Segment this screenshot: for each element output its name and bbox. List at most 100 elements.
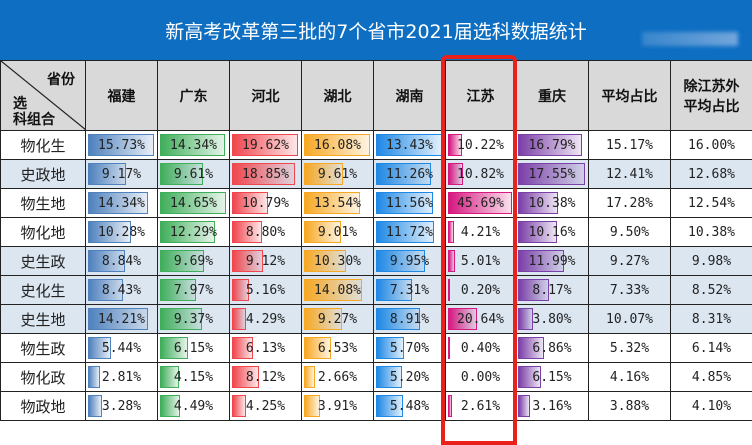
value-cell: 8.43%: [86, 276, 158, 305]
value-text: 6.14%: [692, 341, 731, 356]
value-text: 10.79%: [242, 196, 289, 211]
value-cell: 12.54%: [671, 189, 752, 218]
value-cell: 4.85%: [671, 363, 752, 392]
corner-province-label: 省份: [47, 69, 75, 89]
value-cell: 2.81%: [86, 363, 158, 392]
value-cell: 4.29%: [230, 305, 302, 334]
value-cell: 10.82%: [446, 160, 516, 189]
value-text: 14.21%: [98, 312, 145, 327]
value-cell: 3.88%: [589, 392, 671, 421]
value-text: 0.40%: [461, 341, 500, 356]
value-cell: 0.40%: [446, 334, 516, 363]
value-cell: 0.00%: [446, 363, 516, 392]
value-cell: 7.97%: [158, 276, 230, 305]
value-cell: 16.79%: [516, 131, 589, 160]
value-cell: 45.69%: [446, 189, 516, 218]
value-text: 9.95%: [390, 254, 429, 269]
value-text: 12.29%: [170, 225, 217, 240]
value-cell: 5.16%: [230, 276, 302, 305]
value-text: 5.48%: [390, 399, 429, 414]
title-text: 新高考改革第三批的7个省市2021届选科数据统计: [165, 17, 586, 44]
value-text: 9.61%: [318, 167, 357, 182]
value-cell: 8.80%: [230, 218, 302, 247]
value-cell: 19.62%: [230, 131, 302, 160]
column-header: 平均占比: [589, 61, 671, 131]
value-text: 2.81%: [102, 370, 141, 385]
value-cell: 18.85%: [230, 160, 302, 189]
value-cell: 5.70%: [374, 334, 446, 363]
value-cell: 9.17%: [86, 160, 158, 189]
value-text: 9.27%: [318, 312, 357, 327]
value-cell: 0.20%: [446, 276, 516, 305]
value-text: 8.17%: [532, 283, 571, 298]
value-cell: 9.37%: [158, 305, 230, 334]
data-bar: [88, 395, 102, 417]
value-cell: 12.29%: [158, 218, 230, 247]
value-text: 8.91%: [390, 312, 429, 327]
value-text: 4.10%: [692, 399, 731, 414]
value-text: 4.29%: [246, 312, 285, 327]
table-title: 新高考改革第三批的7个省市2021届选科数据统计: [0, 0, 752, 60]
data-bar: [448, 395, 452, 417]
value-cell: 15.17%: [589, 131, 671, 160]
column-header: 湖北: [302, 61, 374, 131]
row-label: 史生地: [1, 305, 86, 334]
value-text: 5.01%: [461, 254, 500, 269]
value-cell: 11.99%: [516, 247, 589, 276]
data-bar: [448, 250, 455, 272]
value-text: 7.97%: [174, 283, 213, 298]
value-cell: 9.98%: [671, 247, 752, 276]
corner-subject-label-2: 科组合: [13, 109, 55, 129]
data-bar: [518, 395, 530, 417]
value-text: 9.27%: [610, 254, 649, 269]
value-text: 4.21%: [461, 225, 500, 240]
value-cell: 10.79%: [230, 189, 302, 218]
value-text: 17.55%: [529, 167, 576, 182]
value-text: 12.41%: [606, 167, 653, 182]
value-text: 16.08%: [314, 138, 361, 153]
value-text: 14.65%: [170, 196, 217, 211]
value-text: 17.28%: [606, 196, 653, 211]
value-cell: 3.28%: [86, 392, 158, 421]
value-cell: 8.12%: [230, 363, 302, 392]
value-text: 0.20%: [461, 283, 500, 298]
value-cell: 6.86%: [516, 334, 589, 363]
value-cell: 12.68%: [671, 160, 752, 189]
value-cell: 9.61%: [158, 160, 230, 189]
value-text: 6.86%: [532, 341, 571, 356]
value-text: 8.84%: [102, 254, 141, 269]
value-cell: 4.16%: [589, 363, 671, 392]
value-text: 19.62%: [242, 138, 289, 153]
value-text: 4.25%: [246, 399, 285, 414]
value-cell: 4.25%: [230, 392, 302, 421]
value-text: 8.12%: [246, 370, 285, 385]
value-text: 3.91%: [318, 399, 357, 414]
value-cell: 10.22%: [446, 131, 516, 160]
value-text: 10.07%: [606, 312, 653, 327]
value-text: 13.43%: [386, 138, 433, 153]
value-text: 11.56%: [386, 196, 433, 211]
row-label: 物化地: [1, 218, 86, 247]
value-cell: 9.50%: [589, 218, 671, 247]
column-header: 湖南: [374, 61, 446, 131]
row-label: 物生政: [1, 334, 86, 363]
value-text: 4.15%: [174, 370, 213, 385]
value-text: 10.38%: [688, 225, 735, 240]
value-cell: 17.55%: [516, 160, 589, 189]
value-cell: 5.20%: [374, 363, 446, 392]
value-text: 9.17%: [102, 167, 141, 182]
data-bar: [448, 279, 450, 301]
value-cell: 9.95%: [374, 247, 446, 276]
value-cell: 5.01%: [446, 247, 516, 276]
value-cell: 9.01%: [302, 218, 374, 247]
value-cell: 2.61%: [446, 392, 516, 421]
value-cell: 11.26%: [374, 160, 446, 189]
data-bar: [304, 366, 315, 388]
value-text: 9.69%: [174, 254, 213, 269]
value-text: 7.31%: [390, 283, 429, 298]
